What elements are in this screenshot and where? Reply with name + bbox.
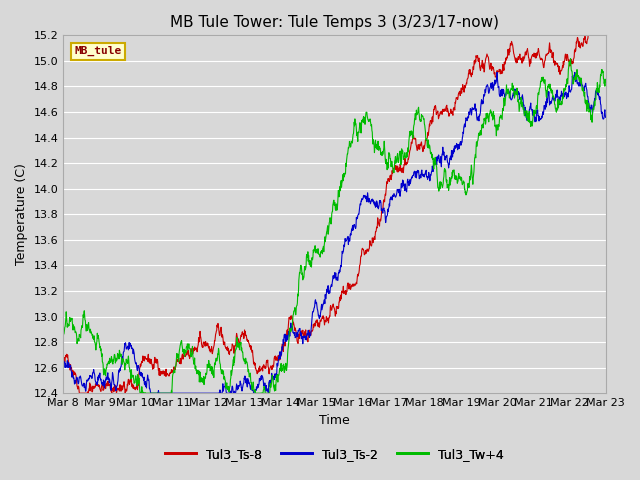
Text: MB_tule: MB_tule — [74, 46, 122, 56]
Title: MB Tule Tower: Tule Temps 3 (3/23/17-now): MB Tule Tower: Tule Temps 3 (3/23/17-now… — [170, 15, 499, 30]
Y-axis label: Temperature (C): Temperature (C) — [15, 163, 28, 265]
X-axis label: Time: Time — [319, 414, 350, 427]
Legend: Tul3_Ts-8, Tul3_Ts-2, Tul3_Tw+4: Tul3_Ts-8, Tul3_Ts-2, Tul3_Tw+4 — [160, 443, 509, 466]
